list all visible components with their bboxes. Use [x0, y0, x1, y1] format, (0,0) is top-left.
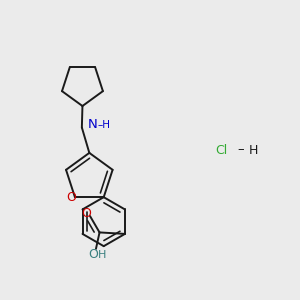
- Text: O: O: [82, 206, 91, 220]
- Text: H: H: [248, 143, 258, 157]
- Text: O: O: [88, 248, 98, 261]
- Text: –: –: [237, 143, 244, 157]
- Text: H: H: [98, 250, 107, 260]
- Text: O: O: [66, 191, 76, 204]
- Text: N: N: [87, 118, 97, 131]
- Text: –H: –H: [98, 120, 111, 130]
- Text: Cl: Cl: [215, 143, 228, 157]
